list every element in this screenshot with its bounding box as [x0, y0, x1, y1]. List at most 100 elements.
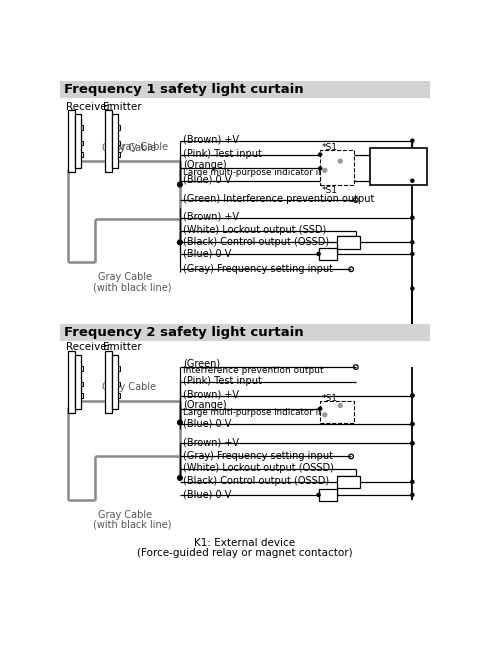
Text: K1: External device: K1: External device	[195, 538, 295, 548]
Circle shape	[177, 420, 182, 425]
Bar	[370, 149, 427, 185]
Text: (Blue) 0 V: (Blue) 0 V	[183, 489, 231, 499]
Bar	[75, 355, 81, 409]
Bar	[81, 153, 83, 157]
Text: Large multi-purpose indicator input: Large multi-purpose indicator input	[183, 408, 338, 417]
Text: (Force-guided relay or magnet contactor): (Force-guided relay or magnet contactor)	[137, 548, 353, 558]
Bar	[118, 382, 120, 386]
Text: Gray Cable: Gray Cable	[114, 142, 168, 152]
Text: Load: Load	[337, 477, 360, 487]
Text: Interference prevention output: Interference prevention output	[183, 366, 324, 376]
Text: (Blue) 0 V: (Blue) 0 V	[183, 175, 231, 185]
Bar	[105, 110, 112, 171]
Text: (Gray) Frequency setting input: (Gray) Frequency setting input	[183, 451, 333, 460]
Text: (Brown) +V: (Brown) +V	[183, 390, 239, 400]
Text: −: −	[372, 173, 382, 186]
Circle shape	[411, 480, 414, 483]
Text: (Blue) 0 V: (Blue) 0 V	[183, 248, 231, 258]
Text: (Pink) Test input: (Pink) Test input	[183, 149, 262, 159]
Circle shape	[323, 413, 327, 417]
Text: Gray Cable: Gray Cable	[102, 382, 156, 392]
Text: (Brown) +V: (Brown) +V	[183, 212, 239, 222]
Text: (Orange): (Orange)	[183, 159, 227, 169]
Bar	[118, 153, 120, 157]
Bar	[319, 248, 337, 260]
Circle shape	[177, 240, 182, 245]
Bar	[60, 324, 430, 341]
Bar	[112, 114, 118, 167]
Text: K1: K1	[322, 249, 334, 259]
Text: (with black line): (with black line)	[93, 282, 172, 292]
Text: (Gray) Frequency setting input: (Gray) Frequency setting input	[183, 263, 333, 274]
Text: Gray Cable: Gray Cable	[102, 143, 156, 153]
Bar	[118, 393, 120, 398]
Text: Receiver: Receiver	[66, 342, 111, 352]
Bar	[118, 366, 120, 371]
Text: Large multi-purpose indicator input: Large multi-purpose indicator input	[183, 168, 338, 177]
Bar	[81, 125, 83, 130]
Circle shape	[323, 169, 327, 172]
Circle shape	[411, 442, 414, 445]
Bar	[337, 476, 360, 488]
Circle shape	[338, 159, 342, 163]
Text: (Pink) Test input: (Pink) Test input	[183, 376, 262, 386]
Text: Gray Cable: Gray Cable	[98, 272, 152, 282]
Bar	[60, 81, 430, 97]
Text: *S1: *S1	[322, 143, 337, 152]
Circle shape	[411, 241, 414, 244]
Circle shape	[317, 493, 320, 497]
Bar	[67, 351, 75, 413]
Circle shape	[411, 394, 414, 397]
Text: Frequency 1 safety light curtain: Frequency 1 safety light curtain	[64, 83, 303, 95]
Circle shape	[411, 287, 414, 290]
Text: ±20 %: ±20 %	[380, 167, 415, 177]
Circle shape	[319, 407, 322, 410]
Bar	[81, 140, 83, 145]
Text: (Black) Control output (OSSD): (Black) Control output (OSSD)	[183, 237, 329, 247]
Bar	[320, 150, 354, 185]
Bar	[81, 366, 83, 371]
Circle shape	[317, 253, 320, 255]
Text: Emitter: Emitter	[103, 102, 142, 112]
Text: (Green) Interference prevention output: (Green) Interference prevention output	[183, 194, 374, 204]
Circle shape	[411, 216, 414, 219]
Text: (Green): (Green)	[183, 358, 220, 368]
Text: Gray Cable: Gray Cable	[98, 510, 152, 520]
Circle shape	[411, 179, 414, 182]
Bar	[81, 393, 83, 398]
Text: Load: Load	[337, 237, 360, 247]
Bar	[319, 489, 337, 501]
Text: (with black line): (with black line)	[93, 520, 172, 530]
Text: (Brown) +V: (Brown) +V	[183, 135, 239, 145]
Bar	[105, 351, 112, 413]
Circle shape	[411, 423, 414, 425]
Text: (Brown) +V: (Brown) +V	[183, 437, 239, 448]
Bar	[75, 114, 81, 167]
Text: Emitter: Emitter	[103, 342, 142, 352]
Bar	[337, 236, 360, 249]
Circle shape	[411, 394, 414, 397]
Bar	[118, 140, 120, 145]
Text: Frequency 2 safety light curtain: Frequency 2 safety light curtain	[64, 326, 303, 339]
Text: (Blue) 0 V: (Blue) 0 V	[183, 418, 231, 428]
Circle shape	[338, 404, 342, 407]
Text: *S1: *S1	[322, 186, 337, 196]
Text: 24V DC: 24V DC	[380, 159, 420, 169]
Circle shape	[319, 153, 322, 156]
Text: (White) Lockout output (OSSD): (White) Lockout output (OSSD)	[183, 463, 334, 473]
Circle shape	[411, 253, 414, 255]
Circle shape	[319, 167, 322, 170]
Bar	[320, 401, 354, 423]
Text: +: +	[372, 151, 383, 164]
Text: (White) Lockout output (SSD): (White) Lockout output (SSD)	[183, 225, 326, 235]
Text: (Orange): (Orange)	[183, 400, 227, 410]
Circle shape	[411, 442, 414, 445]
Circle shape	[411, 139, 414, 142]
Circle shape	[411, 423, 414, 425]
Bar	[81, 382, 83, 386]
Bar	[118, 125, 120, 130]
Text: K1: K1	[322, 490, 334, 500]
Bar	[67, 110, 75, 171]
Circle shape	[177, 182, 182, 187]
Bar	[112, 355, 118, 409]
